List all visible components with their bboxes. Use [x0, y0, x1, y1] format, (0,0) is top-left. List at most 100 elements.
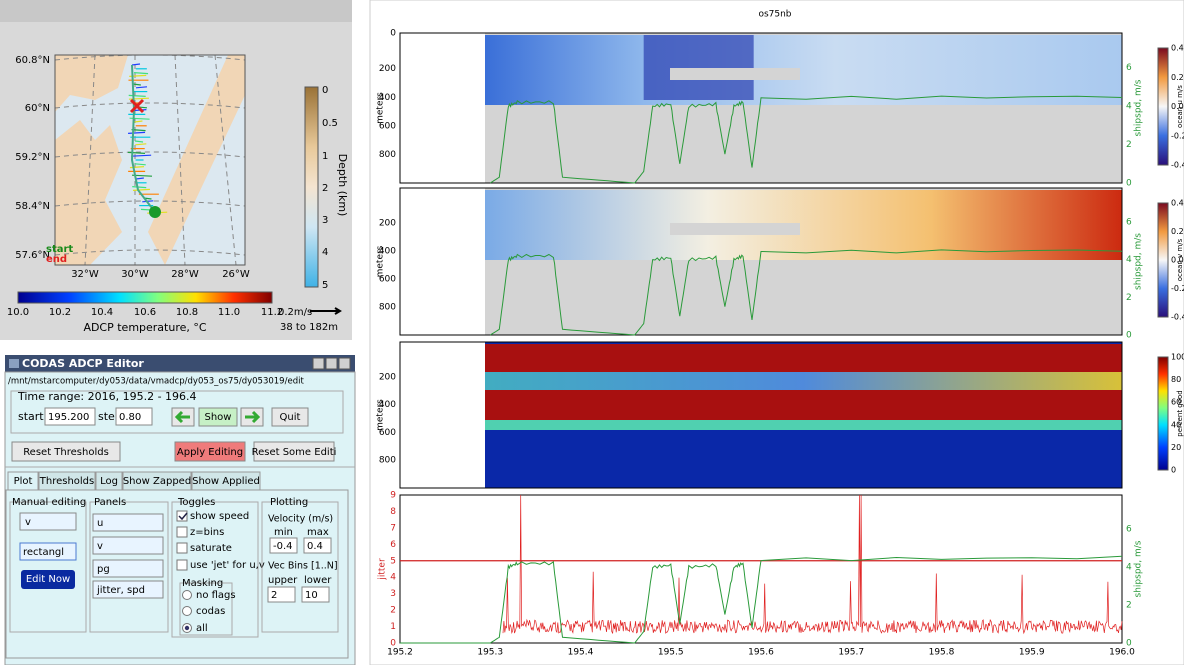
y-tick-label: 7 — [390, 523, 396, 533]
track-vector — [135, 177, 144, 180]
checkbox[interactable] — [176, 542, 188, 554]
temp-colorbar — [17, 291, 273, 304]
y-tick-label: 9 — [390, 491, 396, 501]
colorbar-tick: -0.2 — [1171, 131, 1184, 140]
input[interactable] — [301, 586, 330, 603]
radio[interactable] — [182, 590, 192, 600]
show-button[interactable] — [198, 407, 238, 427]
select[interactable] — [92, 536, 164, 555]
y-tick-label: 600 — [379, 121, 396, 131]
colorbar — [1157, 356, 1169, 471]
track-vector — [128, 131, 146, 134]
y-axis-label: meters — [376, 92, 386, 124]
apply-editing[interactable] — [174, 441, 246, 462]
land — [148, 55, 245, 265]
radio-label: all — [196, 623, 208, 634]
label: Velocity (m/s) — [268, 514, 333, 525]
checkbox[interactable] — [176, 559, 188, 571]
blank-region — [400, 33, 485, 183]
y-tick-label: 200 — [379, 372, 396, 382]
plot-title: os75nb — [758, 10, 791, 20]
scale-label: 0.2m/s — [278, 307, 312, 318]
start-marker — [129, 98, 145, 114]
start-value: 195.200 — [48, 412, 89, 423]
window-control[interactable] — [325, 357, 338, 370]
blank-region — [400, 342, 485, 488]
select[interactable] — [19, 542, 77, 561]
select[interactable] — [92, 580, 164, 599]
y2-tick-label: 0 — [1126, 331, 1132, 341]
input[interactable] — [267, 586, 296, 603]
y-tick-label: 5 — [390, 556, 396, 566]
start-input[interactable] — [44, 407, 96, 426]
window-control[interactable] — [338, 357, 351, 370]
label: min — [274, 527, 293, 538]
track-vector — [135, 86, 148, 89]
time-group — [10, 390, 344, 434]
end-marker — [149, 206, 161, 218]
checkbox[interactable] — [176, 510, 188, 522]
axes-frame — [399, 341, 1123, 489]
map-grid — [54, 200, 246, 207]
colorbar — [1157, 202, 1169, 318]
group — [9, 501, 87, 633]
lat-label: 60.8°N — [15, 55, 50, 66]
track-vector — [128, 94, 146, 97]
colorbar-tick: 0.2 — [1171, 73, 1184, 82]
velocity-field — [643, 35, 754, 100]
track-vector — [129, 166, 144, 169]
depth-tick: 0 — [322, 85, 328, 96]
quit-button[interactable] — [271, 407, 309, 427]
y2-tick-label: 4 — [1126, 255, 1132, 265]
group-title: Panels — [94, 497, 126, 508]
temp-tick: 10.4 — [91, 307, 113, 318]
depth-tick: 3 — [322, 215, 328, 226]
arrow-icon — [174, 410, 190, 424]
input[interactable] — [269, 537, 298, 554]
select-value: u — [97, 518, 103, 529]
radio[interactable] — [182, 606, 192, 616]
track-vector — [135, 143, 147, 146]
input[interactable] — [303, 537, 332, 554]
y-tick-label: 8 — [390, 507, 396, 517]
depth-tick: 2 — [322, 183, 328, 194]
input-value: 10 — [305, 590, 318, 601]
input-value: 0.4 — [307, 541, 323, 552]
show-label: Show — [205, 412, 232, 423]
ship-speed — [490, 95, 1123, 184]
y-tick-label: 400 — [379, 247, 396, 257]
edit-now-button[interactable] — [21, 570, 75, 589]
select[interactable] — [92, 559, 164, 578]
reset-some[interactable] — [253, 441, 335, 462]
track-vector — [132, 83, 141, 86]
select-value: v — [25, 517, 31, 528]
start-label: start — [18, 410, 44, 423]
y-tick-label: 6 — [390, 540, 396, 550]
y2-tick-label: 4 — [1126, 563, 1132, 573]
checkbox-label: z=bins — [190, 527, 224, 538]
map-grid — [174, 54, 186, 266]
select[interactable] — [92, 513, 164, 532]
tab-label: Show Applied — [192, 476, 260, 487]
x-tick-label: 195.7 — [838, 648, 864, 658]
colorbar-tick: -0.4 — [1171, 313, 1184, 322]
y-tick-label: 0 — [390, 29, 396, 39]
select[interactable] — [19, 512, 77, 531]
step-input[interactable] — [115, 407, 153, 426]
scale-arrow — [310, 307, 342, 315]
pg-field — [485, 420, 1122, 430]
reset-thresholds[interactable] — [11, 441, 121, 462]
track-vector — [128, 97, 149, 100]
lon-label: 30°W — [121, 269, 149, 280]
colorbar-tick: -0.2 — [1171, 284, 1184, 293]
editor-titlebar — [5, 355, 355, 372]
track-vector — [134, 120, 143, 123]
group — [179, 582, 233, 636]
y-tick-label: 600 — [379, 428, 396, 438]
jitter-line — [502, 494, 1123, 635]
checkbox[interactable] — [176, 526, 188, 538]
group — [89, 501, 169, 633]
lon-label: 28°W — [171, 269, 199, 280]
tab-label: Show Zapped — [123, 476, 191, 487]
window-control[interactable] — [312, 357, 325, 370]
